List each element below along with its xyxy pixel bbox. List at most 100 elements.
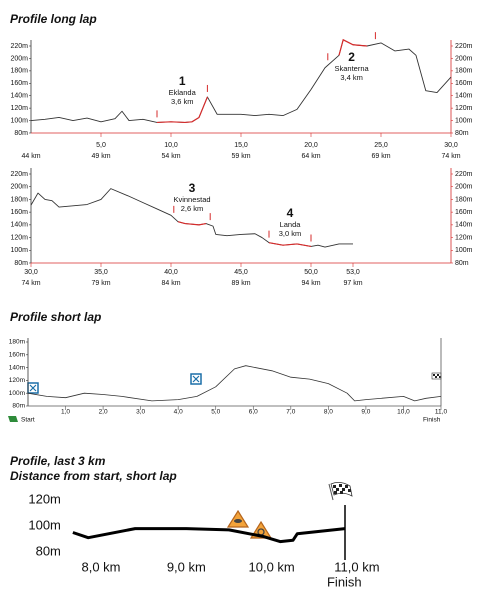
y2-tick-label: 180m <box>455 196 473 203</box>
profile-line <box>27 365 442 402</box>
x2-tick-label: 84 km <box>161 280 180 287</box>
x-tick-label: 25,0 <box>374 142 388 149</box>
x-tick-label: 1,0 <box>61 409 70 416</box>
x-tick-label: 30,0 <box>444 142 458 149</box>
y-tick-label: 180m <box>9 339 25 346</box>
x-tick-label: 8,0 <box>324 409 333 416</box>
x-tick-label: 3,0 <box>136 409 145 416</box>
y2-tick-label: 200m <box>455 55 473 62</box>
y-tick-label: 180m <box>10 68 28 75</box>
y-tick-label: 140m <box>10 222 28 229</box>
profile-line <box>72 527 346 544</box>
x-tick-label: 9,0 <box>361 409 370 416</box>
finish-flag <box>328 482 353 501</box>
x-tick-label: 8,0 km <box>82 559 121 574</box>
chart-subtitle: Distance from start, short lap <box>10 469 177 483</box>
finish-label: Finish <box>423 417 441 424</box>
x2-tick-label: 97 km <box>343 280 362 287</box>
y-tick-label: 100m <box>10 117 28 124</box>
y-tick-label: 100m <box>10 247 28 254</box>
y-tick-label: 80m <box>14 260 28 267</box>
x-tick-label: 11,0 km <box>334 559 379 574</box>
y-tick-label: 180m <box>10 196 28 203</box>
y-tick-label: 160m <box>9 352 25 359</box>
section-line <box>177 221 207 226</box>
x2-tick-label: 64 km <box>301 153 320 160</box>
x-tick-label: 50,0 <box>304 269 318 276</box>
section-length: 3,4 km <box>340 73 363 82</box>
y-tick-label: 220m <box>10 171 28 178</box>
x2-tick-label: 89 km <box>231 280 250 287</box>
y-tick-label: 100m <box>28 517 61 532</box>
section-name: Skanterna <box>334 64 369 73</box>
icons <box>8 372 442 560</box>
start-label: Start <box>21 417 35 424</box>
x-tick-label: 7,0 <box>286 409 295 416</box>
y-tick-label: 120m <box>10 105 28 112</box>
x-tick-label: 2,0 <box>99 409 108 416</box>
x-tick-label: 4,0 <box>174 409 183 416</box>
x-tick-label: 40,0 <box>164 269 178 276</box>
y2-tick-label: 140m <box>455 93 473 100</box>
warning-icons <box>226 509 273 539</box>
x2-tick-label: 44 km <box>21 153 40 160</box>
x2-tick-label: 54 km <box>161 153 180 160</box>
y2-tick-label: 200m <box>455 184 473 191</box>
x-tick-label: 10,0 <box>397 409 410 416</box>
chart-title: Profile long lap <box>10 12 97 26</box>
y2-tick-label: 140m <box>455 222 473 229</box>
y-tick-label: 200m <box>10 55 28 62</box>
y-tick-label: 120m <box>10 234 28 241</box>
x-tick-label: 11,0 <box>435 409 448 416</box>
section-line <box>268 242 312 248</box>
y-tick-label: 140m <box>10 93 28 100</box>
y-tick-label: 160m <box>10 209 28 216</box>
section-name: Eklanda <box>169 88 197 97</box>
y2-tick-label: 160m <box>455 80 473 87</box>
y2-tick-label: 120m <box>455 234 473 241</box>
y-tick-label: 200m <box>10 184 28 191</box>
x-tick-label: 20,0 <box>304 142 318 149</box>
x-tick-label: 10,0 km <box>249 559 295 574</box>
section-number: 2 <box>348 50 355 64</box>
y-tick-label: 80m <box>36 543 61 558</box>
y2-tick-label: 120m <box>455 105 473 112</box>
start-flag <box>8 416 18 422</box>
y2-tick-label: 100m <box>455 117 473 124</box>
x2-tick-label: 69 km <box>371 153 390 160</box>
x-tick-label: 35,0 <box>94 269 108 276</box>
y2-tick-label: 80m <box>455 130 469 137</box>
section-length: 3,0 km <box>279 229 302 238</box>
y-tick-label: 120m <box>9 377 25 384</box>
x-tick-label: 30,0 <box>24 269 38 276</box>
chart-title: Profile, last 3 km <box>10 454 106 468</box>
y2-tick-label: 160m <box>455 209 473 216</box>
finish-label: Finish <box>327 574 362 589</box>
x-tick-label: 10,0 <box>164 142 178 149</box>
y-tick-label: 100m <box>9 390 25 397</box>
x2-tick-label: 49 km <box>91 153 110 160</box>
y-tick-label: 220m <box>10 43 28 50</box>
x2-tick-label: 74 km <box>21 280 40 287</box>
y-tick-label: 140m <box>9 364 25 371</box>
x-tick-label: 5,0 <box>211 409 220 416</box>
x-tick-label: 45,0 <box>234 269 248 276</box>
section-name: Landa <box>280 220 302 229</box>
section-number: 1 <box>179 74 186 88</box>
x-tick-label: 9,0 km <box>167 559 206 574</box>
x2-tick-label: 94 km <box>301 280 320 287</box>
y2-tick-label: 220m <box>455 171 473 178</box>
y-tick-label: 80m <box>12 403 25 410</box>
section-name: Kvinnestad <box>173 195 210 204</box>
y-tick-label: 80m <box>14 130 28 137</box>
y2-tick-label: 100m <box>455 247 473 254</box>
chart-title: Profile short lap <box>10 310 101 324</box>
y2-tick-label: 220m <box>455 43 473 50</box>
profile-line <box>30 39 452 123</box>
x2-tick-label: 79 km <box>91 280 110 287</box>
x-tick-label: 5,0 <box>96 142 106 149</box>
section-number: 3 <box>189 181 196 195</box>
finish-flag-small <box>431 372 442 380</box>
x2-tick-label: 74 km <box>441 153 460 160</box>
